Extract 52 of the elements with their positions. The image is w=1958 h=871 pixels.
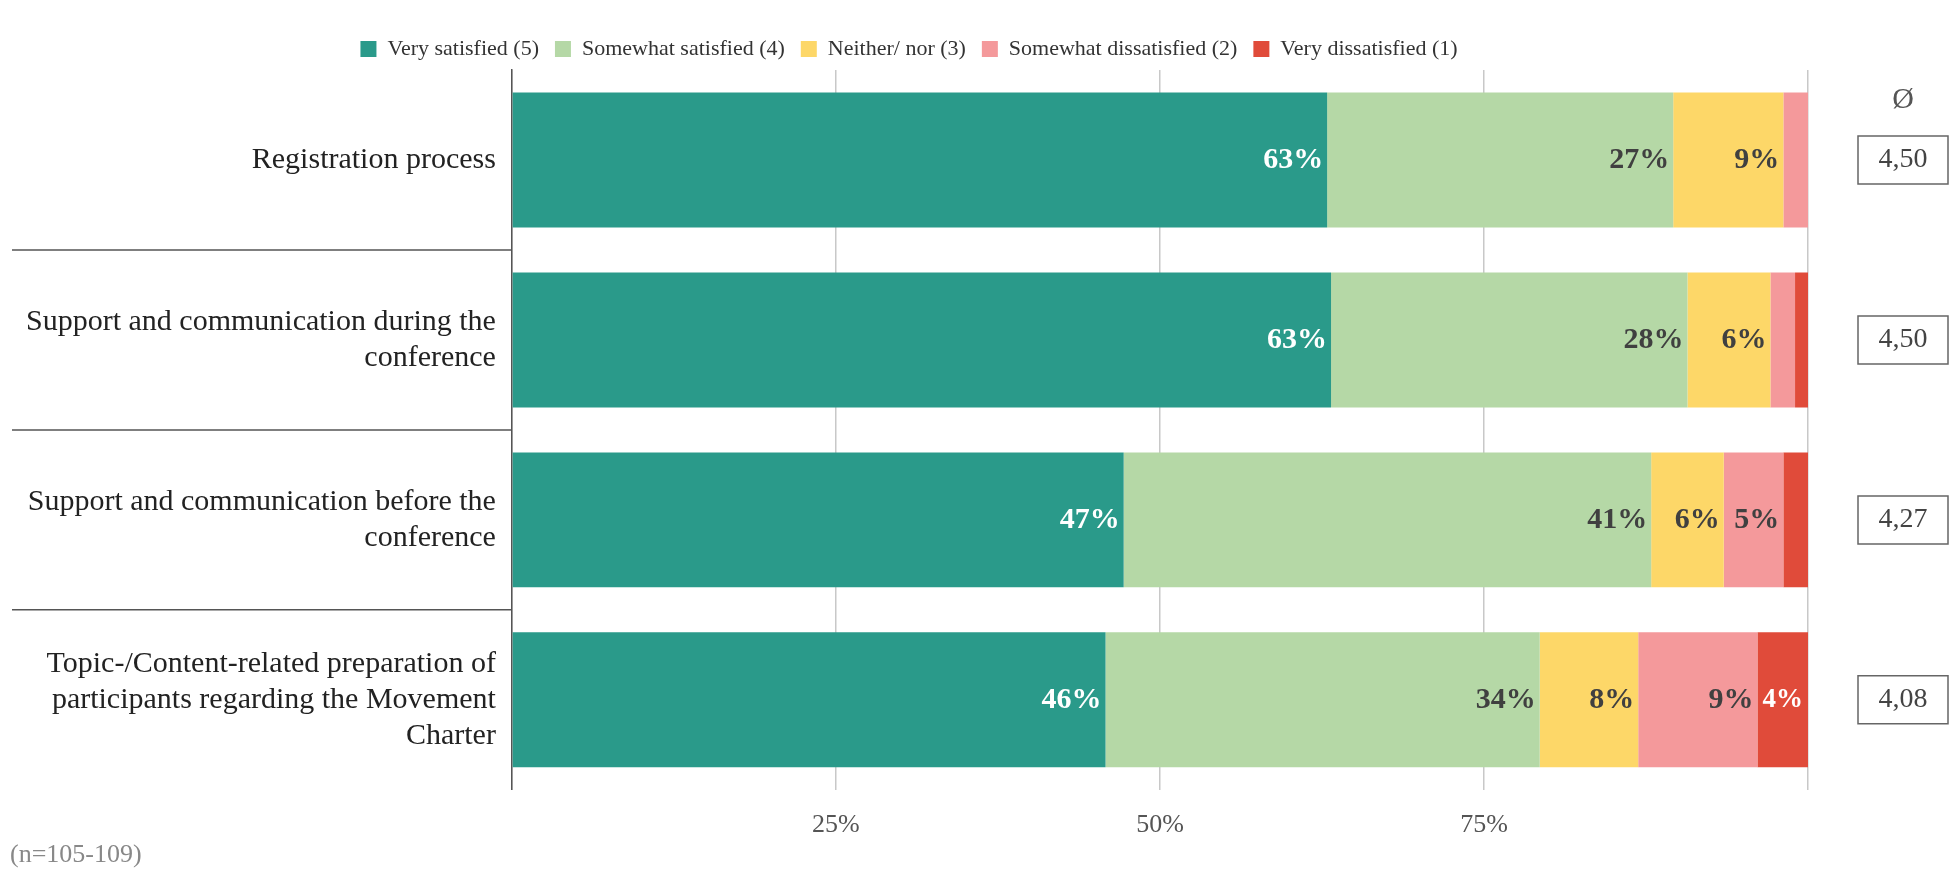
bar xyxy=(512,92,1328,228)
legend-label: Very satisfied (5) xyxy=(387,34,539,60)
bar xyxy=(1638,632,1758,768)
bar xyxy=(1783,92,1808,228)
x-tick-label: 25% xyxy=(812,809,860,839)
bar xyxy=(512,452,1124,588)
y-tick-label: Topic-/Content-related preparation of participants regarding the Movement Charter xyxy=(46,644,497,750)
bar xyxy=(1105,632,1540,768)
bar xyxy=(1673,92,1784,228)
bar xyxy=(1651,452,1724,588)
y-tick-label: Support and communication before the conference xyxy=(27,482,496,552)
bar xyxy=(1723,452,1784,588)
data-label: 28% xyxy=(1623,320,1684,354)
bar xyxy=(1687,272,1771,408)
bar xyxy=(512,632,1106,768)
data-label: 34% xyxy=(1475,680,1536,714)
data-label: 63% xyxy=(1267,320,1328,354)
x-tick-label: 75% xyxy=(1460,809,1508,839)
bar xyxy=(1795,272,1808,408)
text: Ø xyxy=(1892,80,1914,114)
data-label: 6% xyxy=(1674,500,1720,534)
data-label: 46% xyxy=(1041,680,1102,714)
data-label: 5% xyxy=(1734,500,1780,534)
data-label: 9% xyxy=(1734,140,1780,174)
text: 4,27 xyxy=(1878,502,1928,534)
y-tick-label: Support and communication during the conference xyxy=(26,302,496,372)
text: 4,08 xyxy=(1878,682,1928,714)
bar xyxy=(1327,92,1674,228)
data-label: 27% xyxy=(1609,140,1670,174)
data-label: 8% xyxy=(1589,680,1635,714)
bar xyxy=(1539,632,1639,768)
text: 4,50 xyxy=(1878,142,1928,174)
bar xyxy=(512,272,1332,408)
bar xyxy=(1331,272,1688,408)
data-label: 41% xyxy=(1587,500,1648,534)
data-label: 47% xyxy=(1059,500,1120,534)
data-label: 4% xyxy=(1762,682,1803,713)
legend-label: Somewhat satisfied (4) xyxy=(581,34,785,60)
text: 4,50 xyxy=(1878,322,1928,354)
bar xyxy=(1123,452,1652,588)
bar xyxy=(1770,272,1796,408)
y-tick-label: Registration process xyxy=(251,140,496,174)
data-label: 63% xyxy=(1263,140,1324,174)
legend-label: Somewhat dissatisfied (2) xyxy=(1008,34,1238,60)
bar xyxy=(1783,452,1808,588)
legend-label: Neither/ nor (3) xyxy=(827,34,966,60)
x-tick-label: 50% xyxy=(1136,809,1184,839)
text: (n=105-109) xyxy=(10,838,142,868)
data-label: 9% xyxy=(1708,680,1754,714)
legend-label: Very dissatisfied (1) xyxy=(1280,34,1458,60)
data-label: 6% xyxy=(1721,320,1767,354)
bar xyxy=(1757,632,1808,768)
